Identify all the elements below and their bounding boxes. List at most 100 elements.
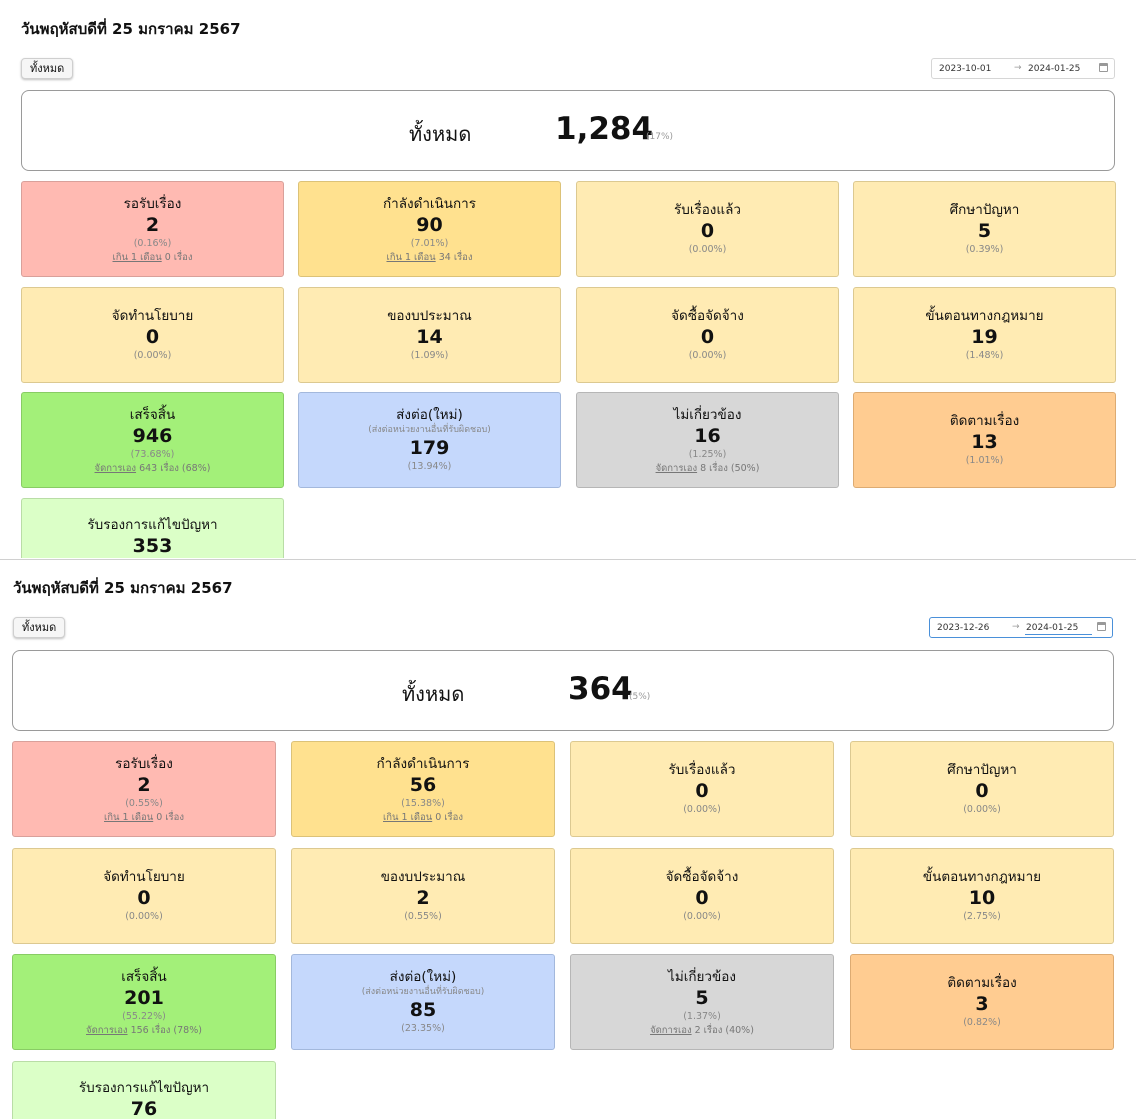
card-value: 13 bbox=[971, 431, 998, 453]
card-percent: (23.35%) bbox=[401, 1023, 445, 1034]
status-card-follow-up[interactable]: ติดตามเรื่อง 13 (1.01%) bbox=[853, 392, 1116, 488]
overdue-link[interactable]: เกิน 1 เดือน bbox=[386, 251, 436, 263]
card-value: 0 bbox=[695, 887, 709, 909]
card-title: เสร็จสิ้น bbox=[121, 968, 167, 985]
card-title: ศึกษาปัญหา bbox=[949, 202, 1020, 218]
card-value: 90 bbox=[416, 213, 443, 236]
status-card-received[interactable]: รับเรื่องแล้ว 0 (0.00%) bbox=[576, 181, 839, 277]
total-percent: (17%) bbox=[646, 132, 674, 142]
status-card-policy[interactable]: จัดทำนโยบาย 0 (0.00%) bbox=[12, 848, 276, 944]
status-card-legal[interactable]: ขั้นตอนทางกฎหมาย 19 (1.48%) bbox=[853, 287, 1116, 383]
card-percent: (0.00%) bbox=[683, 804, 721, 815]
note-count: 0 เรื่อง bbox=[153, 811, 184, 823]
status-card-forwarded[interactable]: ส่งต่อ(ใหม่) (ส่งต่อหน่วยงานอื่นที่รับผิ… bbox=[291, 954, 555, 1050]
card-subtitle: (ส่งต่อหน่วยงานอื่นที่รับผิดชอบ) bbox=[361, 987, 485, 997]
note-count: 2 เรื่อง (40%) bbox=[691, 1024, 754, 1036]
card-value: 0 bbox=[145, 326, 160, 348]
card-percent: (2.75%) bbox=[963, 911, 1001, 922]
card-title: กำลังดำเนินการ bbox=[376, 755, 470, 772]
card-title: ไม่เกี่ยวข้อง bbox=[673, 406, 742, 423]
total-value: 364 bbox=[568, 671, 633, 707]
status-card-forwarded[interactable]: ส่งต่อ(ใหม่) (ส่งต่อหน่วยงานอื่นที่รับผิ… bbox=[298, 392, 561, 488]
overdue-link[interactable]: เกิน 1 เดือน bbox=[112, 251, 162, 263]
card-subtitle: (ส่งต่อหน่วยงานอื่นที่รับผิดชอบ) bbox=[368, 425, 491, 435]
self-handled-link[interactable]: จัดการเอง bbox=[94, 462, 137, 474]
calendar-icon[interactable] bbox=[1097, 622, 1106, 631]
card-note: เกิน 1 เดือน 0 เรื่อง bbox=[113, 251, 193, 264]
status-card-in-progress[interactable]: กำลังดำเนินการ 56 (15.38%) เกิน 1 เดือน … bbox=[291, 741, 555, 837]
card-value: 5 bbox=[695, 986, 709, 1009]
card-percent: (1.01%) bbox=[965, 455, 1004, 466]
card-value: 10 bbox=[968, 887, 996, 909]
card-title: ของบประมาณ bbox=[387, 308, 472, 324]
total-value: 1,284 bbox=[555, 111, 654, 147]
card-value: 0 bbox=[700, 326, 715, 348]
range-end-input[interactable]: 2024-01-25 bbox=[1026, 623, 1079, 633]
date-title: วันพฤหัสบดีที่ 25 มกราคม 2567 bbox=[21, 20, 241, 38]
card-value: 85 bbox=[409, 999, 437, 1021]
status-card-study[interactable]: ศึกษาปัญหา 0 (0.00%) bbox=[850, 741, 1114, 837]
status-card-policy[interactable]: จัดทำนโยบาย 0 (0.00%) bbox=[21, 287, 284, 383]
status-card-unrelated[interactable]: ไม่เกี่ยวข้อง 16 (1.25%) จัดการเอง 8 เรื… bbox=[576, 392, 839, 488]
card-title: รับรองการแก้ไขปัญหา bbox=[78, 1080, 210, 1096]
status-card-budget[interactable]: ของบประมาณ 2 (0.55%) bbox=[291, 848, 555, 944]
dashboard-panel-last-month: วันพฤหัสบดีที่ 25 มกราคม 2567 ทั้งหมด 20… bbox=[0, 559, 1136, 1119]
status-card-procurement[interactable]: จัดซื้อจัดจ้าง 0 (0.00%) bbox=[570, 848, 834, 944]
card-value: 201 bbox=[124, 986, 164, 1009]
status-card-in-progress[interactable]: กำลังดำเนินการ 90 (7.01%) เกิน 1 เดือน 3… bbox=[298, 181, 561, 277]
card-title: รับรองการแก้ไขปัญหา bbox=[87, 517, 218, 533]
status-card-budget[interactable]: ของบประมาณ 14 (1.09%) bbox=[298, 287, 561, 383]
range-start-input[interactable]: 2023-12-26 bbox=[937, 623, 990, 633]
active-input-indicator bbox=[1025, 634, 1092, 635]
card-title: เสร็จสิ้น bbox=[129, 406, 176, 423]
status-card-legal[interactable]: ขั้นตอนทางกฎหมาย 10 (2.75%) bbox=[850, 848, 1114, 944]
status-card-study[interactable]: ศึกษาปัญหา 5 (0.39%) bbox=[853, 181, 1116, 277]
status-card-waiting[interactable]: รอรับเรื่อง 2 (0.16%) เกิน 1 เดือน 0 เรื… bbox=[21, 181, 284, 277]
self-handled-link[interactable]: จัดการเอง bbox=[650, 1024, 692, 1036]
status-card-waiting[interactable]: รอรับเรื่อง 2 (0.55%) เกิน 1 เดือน 0 เรื… bbox=[12, 741, 276, 837]
status-card-unrelated[interactable]: ไม่เกี่ยวข้อง 5 (1.37%) จัดการเอง 2 เรื่… bbox=[570, 954, 834, 1050]
self-handled-link[interactable]: จัดการเอง bbox=[86, 1024, 128, 1036]
overdue-link[interactable]: เกิน 1 เดือน bbox=[383, 811, 433, 823]
calendar-icon[interactable] bbox=[1099, 63, 1108, 72]
range-end-input[interactable]: 2024-01-25 bbox=[1028, 64, 1081, 74]
status-card-certified[interactable]: รับรองการแก้ไขปัญหา 353 bbox=[21, 498, 284, 558]
card-title: ส่งต่อ(ใหม่) bbox=[396, 407, 463, 423]
card-percent: (1.09%) bbox=[410, 350, 449, 361]
card-title: ติดตามเรื่อง bbox=[949, 413, 1020, 429]
dashboard-panel-full-range: วันพฤหัสบดีที่ 25 มกราคม 2567 ทั้งหมด 20… bbox=[0, 0, 1136, 558]
card-percent: (0.00%) bbox=[133, 350, 172, 361]
status-card-received[interactable]: รับเรื่องแล้ว 0 (0.00%) bbox=[570, 741, 834, 837]
card-note: จัดการเอง 8 เรื่อง (50%) bbox=[656, 462, 760, 475]
card-value: 179 bbox=[409, 437, 450, 459]
date-range-picker[interactable]: 2023-10-01 → 2024-01-25 bbox=[931, 58, 1115, 79]
note-count: 0 เรื่อง bbox=[432, 811, 463, 823]
card-note: เกิน 1 เดือน 34 เรื่อง bbox=[386, 251, 472, 264]
total-label: ทั้งหมด bbox=[409, 122, 472, 146]
range-start-input[interactable]: 2023-10-01 bbox=[939, 64, 992, 74]
card-title: ติดตามเรื่อง bbox=[947, 975, 1017, 991]
card-title: จัดซื้อจัดจ้าง bbox=[671, 308, 744, 324]
status-card-completed[interactable]: เสร็จสิ้น 201 (55.22%) จัดการเอง 156 เรื… bbox=[12, 954, 276, 1050]
card-percent: (0.00%) bbox=[688, 244, 727, 255]
card-note: จัดการเอง 643 เรื่อง (68%) bbox=[95, 462, 211, 475]
all-filter-button[interactable]: ทั้งหมด bbox=[21, 58, 74, 79]
overdue-link[interactable]: เกิน 1 เดือน bbox=[104, 811, 154, 823]
status-card-follow-up[interactable]: ติดตามเรื่อง 3 (0.82%) bbox=[850, 954, 1114, 1050]
all-filter-button[interactable]: ทั้งหมด bbox=[13, 617, 66, 638]
card-title: จัดทำนโยบาย bbox=[111, 308, 194, 324]
card-title: รับเรื่องแล้ว bbox=[668, 762, 736, 778]
card-title: รอรับเรื่อง bbox=[115, 755, 173, 772]
card-value: 76 bbox=[130, 1098, 158, 1119]
card-percent: (0.55%) bbox=[404, 911, 442, 922]
status-card-certified[interactable]: รับรองการแก้ไขปัญหา 76 bbox=[12, 1061, 276, 1119]
card-note: จัดการเอง 156 เรื่อง (78%) bbox=[86, 1024, 202, 1037]
card-percent: (1.37%) bbox=[683, 1010, 721, 1022]
self-handled-link[interactable]: จัดการเอง bbox=[655, 462, 698, 474]
total-percent: (5%) bbox=[629, 692, 651, 702]
date-range-picker[interactable]: 2023-12-26 → 2024-01-25 bbox=[929, 617, 1113, 638]
status-card-completed[interactable]: เสร็จสิ้น 946 (73.68%) จัดการเอง 643 เรื… bbox=[21, 392, 284, 488]
card-percent: (0.00%) bbox=[688, 350, 727, 361]
status-card-procurement[interactable]: จัดซื้อจัดจ้าง 0 (0.00%) bbox=[576, 287, 839, 383]
note-count: 34 เรื่อง bbox=[435, 251, 473, 263]
